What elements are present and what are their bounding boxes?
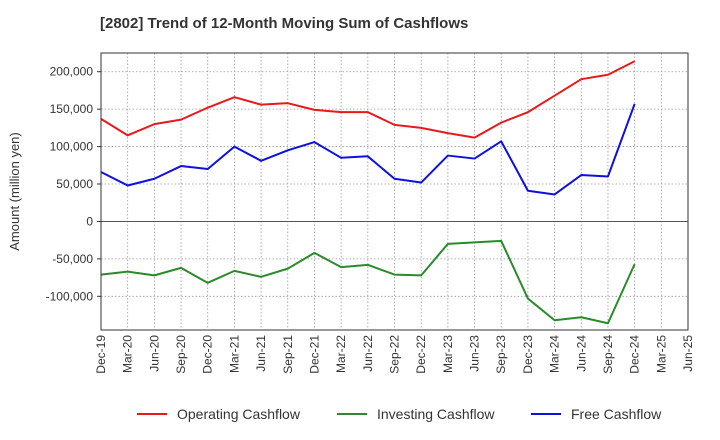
x-tick-label: Jun-24	[574, 335, 588, 372]
series-layer	[100, 60, 636, 325]
x-tick-label: Sep-21	[281, 335, 295, 374]
x-tick-label: Sep-24	[601, 335, 615, 374]
legend-label-free-cashflow: Free Cashflow	[571, 406, 662, 422]
y-tick-label: 50,000	[56, 177, 93, 191]
chart-title: [2802] Trend of 12-Month Moving Sum of C…	[100, 15, 469, 32]
series-line-operating-cashflow	[100, 60, 636, 139]
x-tick-label: Mar-20	[121, 335, 135, 373]
x-tick-label: Dec-24	[628, 335, 642, 374]
x-tick-label: Sep-23	[494, 335, 508, 374]
x-tick-label: Jun-21	[254, 335, 268, 372]
grid-layer	[101, 53, 688, 330]
y-tick-label: -100,000	[46, 289, 94, 303]
x-tick-label: Dec-23	[521, 335, 535, 374]
legend-label-operating-cashflow: Operating Cashflow	[177, 406, 301, 422]
legend-label-investing-cashflow: Investing Cashflow	[377, 406, 495, 422]
x-tick-label: Jun-22	[361, 335, 375, 372]
x-tick-label: Jun-23	[468, 335, 482, 372]
y-tick-label: -50,000	[52, 252, 93, 266]
x-tick-label: Sep-20	[174, 335, 188, 374]
y-tick-label: 200,000	[50, 65, 94, 79]
x-tick-label: Dec-19	[94, 335, 108, 374]
y-axis-label: Amount (million yen)	[7, 132, 22, 251]
x-tick-label: Dec-20	[201, 335, 215, 374]
x-tick-label: Mar-22	[334, 335, 348, 373]
x-tick-label: Jun-20	[147, 335, 161, 372]
x-tick-label: Mar-23	[441, 335, 455, 373]
y-tick-label: 100,000	[50, 140, 94, 154]
axis-layer: Dec-19 Mar-20 Jun-20 Sep-20 Dec-20 Mar-21 Jun-…	[7, 52, 695, 374]
legend-layer: Operating Cashflow Investing Cashflow Free…	[137, 406, 662, 422]
x-tick-label: Dec-21	[307, 335, 321, 374]
x-tick-label: Jun-25	[681, 335, 695, 372]
x-tick-label: Sep-22	[388, 335, 402, 374]
x-tick-label: Mar-21	[227, 335, 241, 373]
x-tick-label: Mar-25	[654, 335, 668, 373]
plot-frame	[100, 52, 689, 331]
x-tick-label: Mar-24	[548, 335, 562, 373]
series-line-investing-cashflow	[100, 239, 636, 325]
y-tick-label: 0	[86, 214, 93, 228]
series-line-free-cashflow	[100, 103, 636, 196]
y-tick-label: 150,000	[50, 102, 94, 116]
x-tick-label: Dec-22	[414, 335, 428, 374]
